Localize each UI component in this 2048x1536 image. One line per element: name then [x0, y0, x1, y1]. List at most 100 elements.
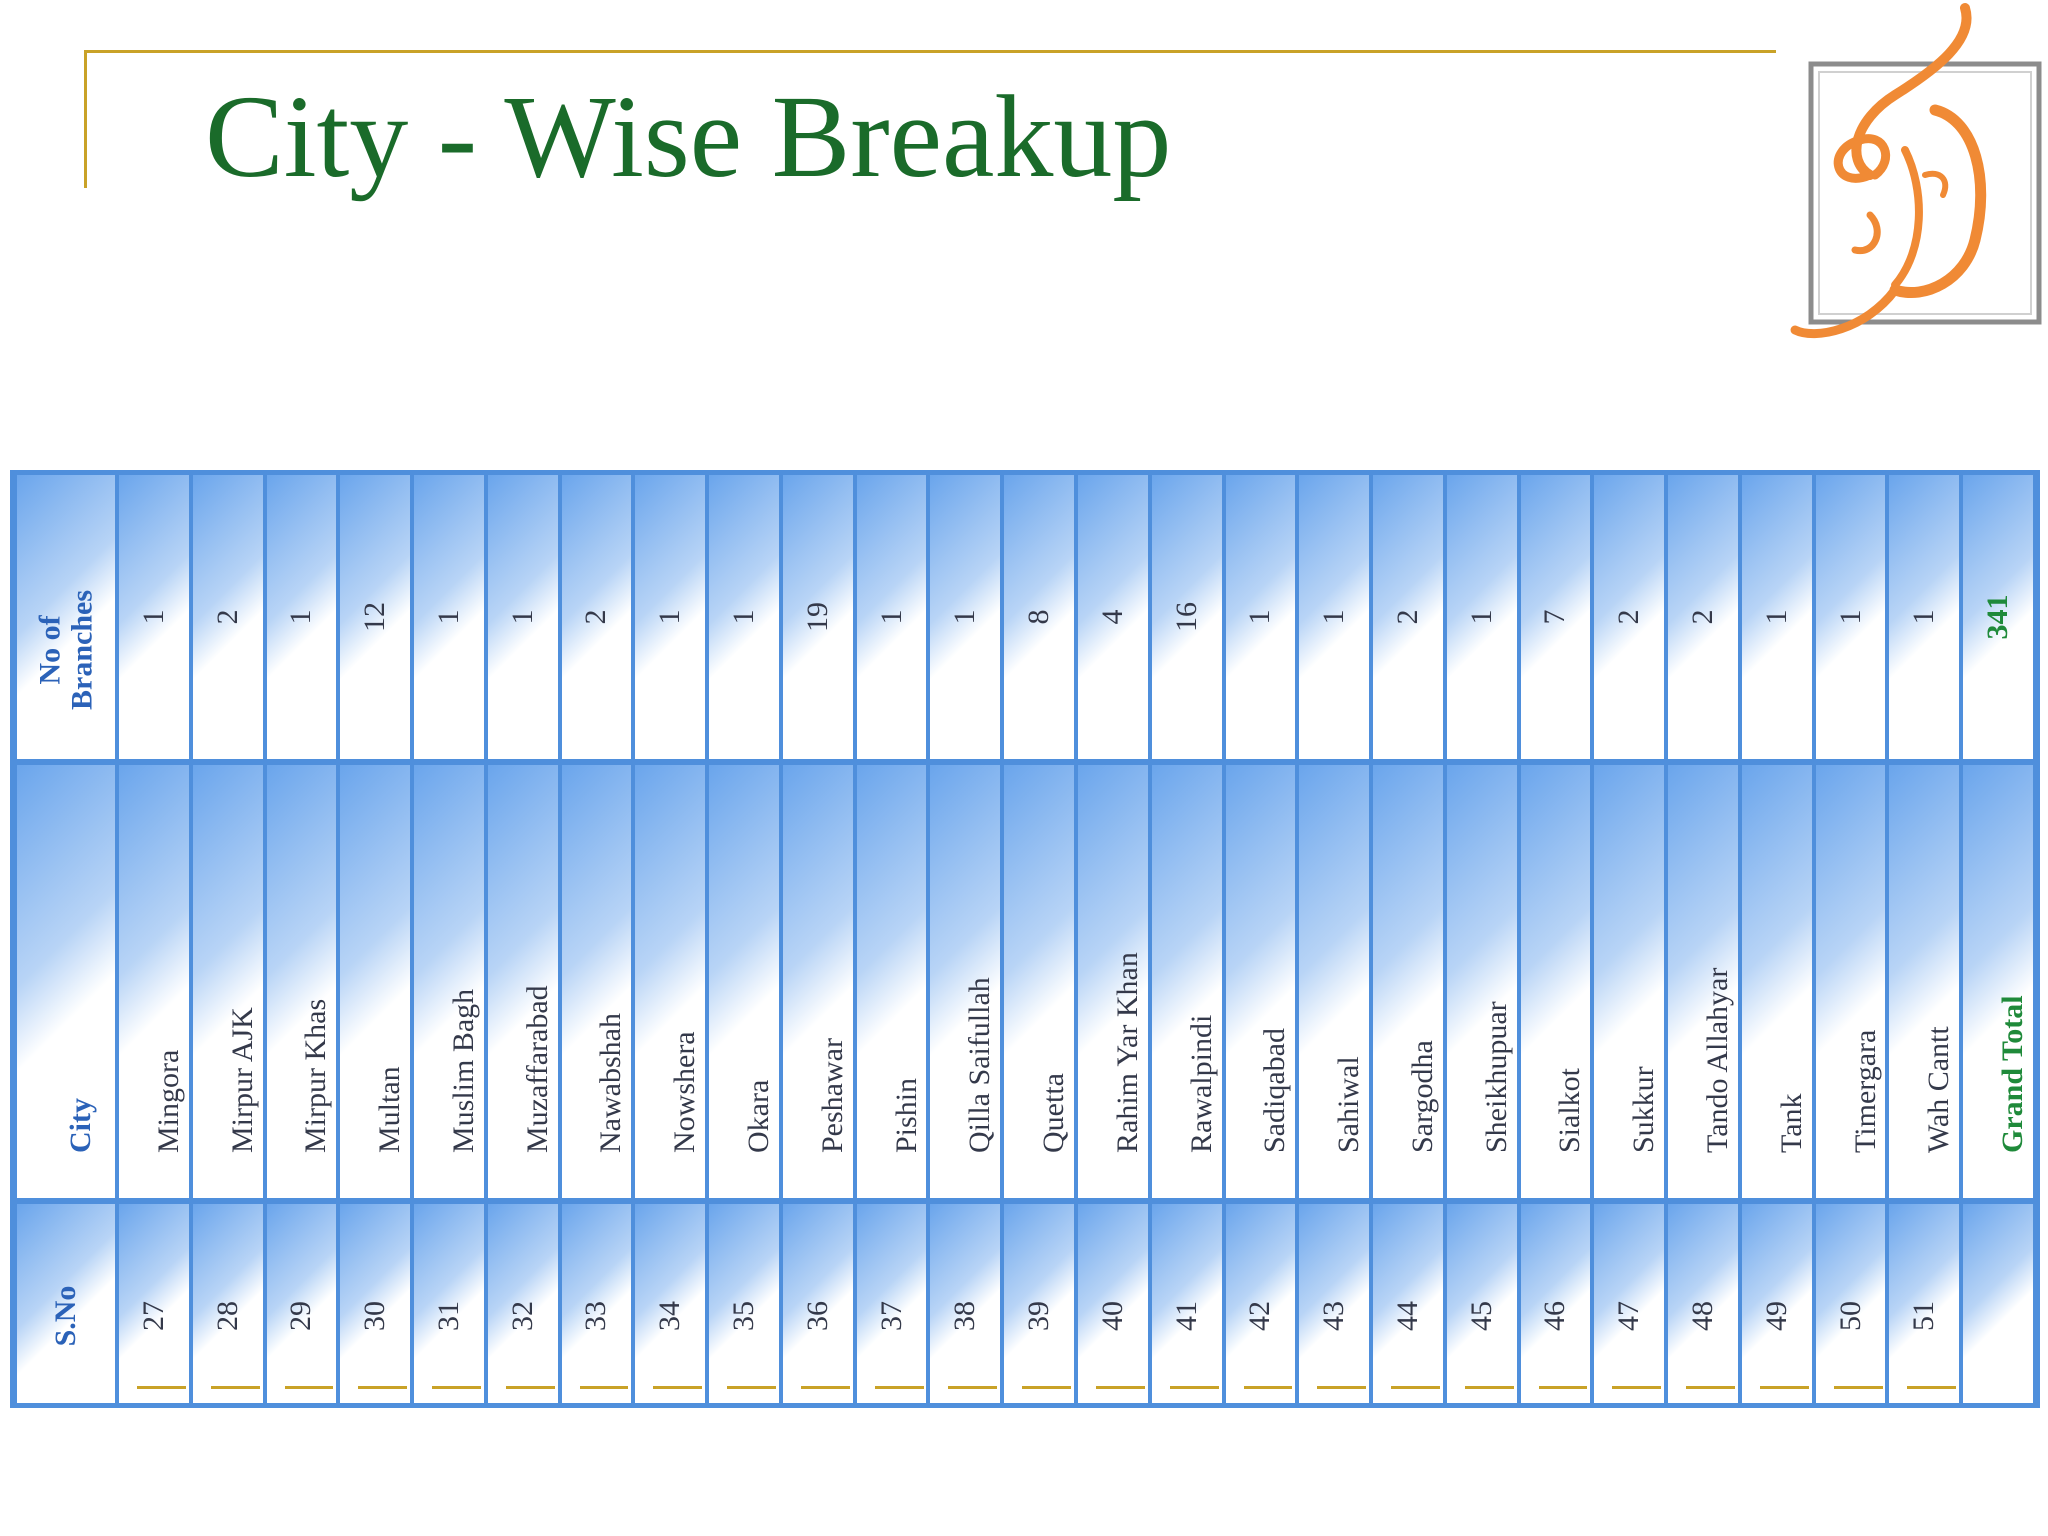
- city-cell-text: Sadiqabad: [1258, 1028, 1292, 1153]
- sno-cell-text: 45: [1464, 1300, 1498, 1331]
- sno-cell: 39: [1002, 1204, 1076, 1403]
- city-cell-text: Tando Allahyar: [1701, 967, 1735, 1153]
- sno-cell: 42: [1223, 1204, 1298, 1403]
- table-row: 7 Sialkot 46: [1518, 475, 1593, 1403]
- sno-cell-text: 34: [653, 1300, 687, 1331]
- sno-cell: [1961, 1204, 2035, 1403]
- branches-cell: 19: [780, 475, 855, 762]
- side-rule: [84, 50, 87, 188]
- sno-cell-text: 28: [210, 1300, 244, 1331]
- city-cell: Grand Total: [1961, 765, 2035, 1201]
- sno-cell-text: 29: [284, 1300, 318, 1331]
- city-cell-text: Quetta: [1037, 1073, 1071, 1153]
- branches-cell-text: 19: [800, 602, 834, 632]
- branches-cell: 1: [412, 475, 486, 762]
- branch-table: No of Branches City S.No 1 Mingora 27 2 Mirpur …: [10, 470, 2040, 1408]
- branches-cell: 1: [1813, 475, 1888, 762]
- table-row: 1 Qilla Saifullah 38: [928, 475, 1003, 1403]
- branches-cell-text: 8: [1022, 609, 1056, 625]
- sno-cell-text: 50: [1833, 1300, 1867, 1331]
- city-cell: Sialkot: [1518, 765, 1593, 1201]
- branches-cell: 1: [928, 475, 1003, 762]
- table-row: 1 Muslim Bagh 31: [412, 475, 486, 1403]
- city-cell: Nowshera: [633, 765, 708, 1201]
- dash-mark: [432, 1386, 481, 1389]
- city-cell-text: Okara: [742, 1079, 776, 1153]
- branches-cell-text: 1: [653, 609, 687, 625]
- dash-mark: [137, 1386, 186, 1389]
- table-row: 1 Timergara 50: [1813, 475, 1888, 1403]
- sno-cell: 32: [485, 1204, 560, 1403]
- sno-cell: 33: [559, 1204, 634, 1403]
- sno-cell: 43: [1297, 1204, 1372, 1403]
- city-cell: Qilla Saifullah: [928, 765, 1003, 1201]
- sno-cell: 45: [1444, 1204, 1519, 1403]
- branches-cell: 2: [1592, 475, 1667, 762]
- city-cell: Pishin: [854, 765, 929, 1201]
- dash-mark: [727, 1386, 776, 1389]
- table-row: 2 Sargodha 44: [1371, 475, 1445, 1403]
- branches-cell: 2: [1371, 475, 1445, 762]
- branches-cell-text: 1: [1243, 609, 1277, 625]
- city-cell: Sadiqabad: [1223, 765, 1298, 1201]
- branches-cell-text: No of Branches: [33, 590, 99, 710]
- city-cell-text: Tank: [1774, 1093, 1808, 1153]
- sno-cell-text: 32: [505, 1300, 539, 1331]
- sno-cell: 27: [117, 1204, 191, 1403]
- dash-mark: [1391, 1386, 1440, 1389]
- branches-cell-text: 12: [358, 602, 392, 632]
- city-cell-text: Mirpur AJK: [225, 1007, 259, 1153]
- branches-cell-text: 1: [505, 609, 539, 625]
- sno-cell: 31: [412, 1204, 486, 1403]
- dash-mark: [1759, 1386, 1809, 1389]
- table-row: 2 Mirpur AJK 28: [190, 475, 265, 1403]
- city-cell-text: Nawabshah: [594, 1013, 628, 1153]
- table-row: 2 Nawabshah 33: [559, 475, 634, 1403]
- branches-cell-text: 1: [136, 609, 170, 625]
- city-cell-text: Sialkot: [1553, 1067, 1587, 1153]
- branches-cell-text: 1: [284, 609, 318, 625]
- sno-cell: S.No: [15, 1204, 117, 1403]
- city-cell: Quetta: [1002, 765, 1076, 1201]
- city-cell: Rahim Yar Khan: [1076, 765, 1150, 1201]
- city-cell: Sahiwal: [1297, 765, 1372, 1201]
- sno-cell-text: 39: [1022, 1300, 1056, 1331]
- dash-mark: [210, 1386, 260, 1389]
- branches-cell-text: 2: [1390, 609, 1424, 625]
- branches-cell-text: 2: [1686, 609, 1720, 625]
- dash-mark: [1169, 1386, 1219, 1389]
- sno-cell-text: 46: [1538, 1300, 1572, 1331]
- table-row: 1 Mingora 27: [117, 475, 191, 1403]
- city-cell-text: Sheikhupuar: [1479, 1001, 1513, 1153]
- branches-cell-text: 1: [1759, 609, 1793, 625]
- branches-cell: 1: [633, 475, 708, 762]
- table-row: 1 Wah Cantt 51: [1887, 475, 1962, 1403]
- sno-cell-text: 37: [874, 1300, 908, 1331]
- branches-cell-text: 1: [1464, 609, 1498, 625]
- branches-cell: 7: [1518, 475, 1593, 762]
- table-row: 1 Pishin 37: [854, 475, 929, 1403]
- table-row: 1 Nowshera 34: [633, 475, 708, 1403]
- dash-mark: [284, 1386, 334, 1389]
- city-cell-text: Sukkur: [1627, 1066, 1661, 1153]
- sno-cell-text: 27: [136, 1300, 170, 1331]
- table-row: 12 Multan 30: [338, 475, 413, 1403]
- table-row: 1 Muzaffarabad 32: [485, 475, 560, 1403]
- sno-cell: 50: [1813, 1204, 1888, 1403]
- dash-mark: [948, 1386, 998, 1389]
- branches-cell-text: 1: [874, 609, 908, 625]
- sno-cell-text: 33: [579, 1300, 613, 1331]
- branches-cell: 12: [338, 475, 413, 762]
- city-cell: Sargodha: [1371, 765, 1445, 1201]
- dash-mark: [1833, 1386, 1883, 1389]
- table-row: 1 Sahiwal 43: [1297, 475, 1372, 1403]
- dash-mark: [653, 1386, 703, 1389]
- sno-cell-text: 42: [1243, 1300, 1277, 1331]
- table-row: 1 Okara 35: [707, 475, 781, 1403]
- page-title: City - Wise Breakup: [205, 71, 1172, 202]
- sno-cell: 49: [1739, 1204, 1814, 1403]
- branches-cell-text: 1: [1833, 609, 1867, 625]
- total-column: 341 Grand Total: [1961, 475, 2035, 1403]
- sno-cell-text: 43: [1317, 1300, 1351, 1331]
- dash-mark: [505, 1386, 555, 1389]
